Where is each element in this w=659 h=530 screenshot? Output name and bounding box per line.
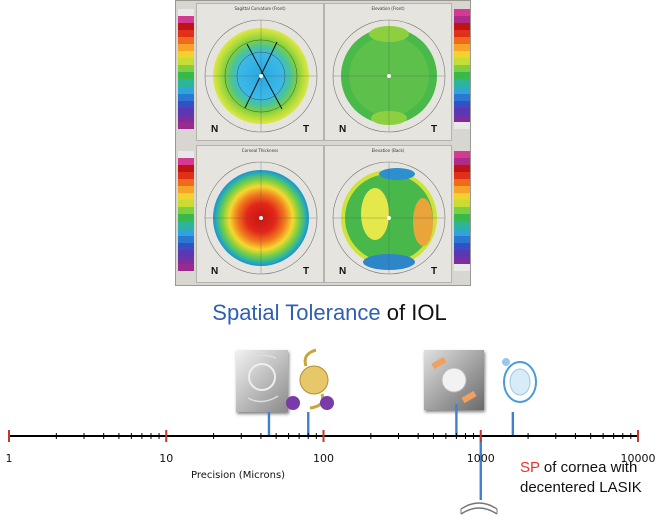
map-panel-sagittal: Sagittal Curvature (Front)	[196, 3, 324, 141]
tick-label: 100	[313, 452, 334, 465]
temporal-label: T	[431, 266, 438, 277]
color-scale-right-top	[454, 9, 470, 129]
map-panel-elevation-front: Elevation (Front) N T	[324, 3, 452, 141]
axis-title: Precision (Microns)	[191, 470, 286, 481]
color-scale-right-bottom	[454, 151, 470, 271]
map-panel-elevation-back: Elevation (Back) N T	[324, 145, 452, 283]
thickness-map-graphic	[204, 161, 318, 275]
temporal-label: T	[431, 124, 438, 135]
purple-badge-icon	[286, 396, 300, 410]
map-title: Elevation (Front)	[371, 6, 405, 11]
tick-label: 10	[159, 452, 174, 465]
topography-composite: Sagittal Curvature (Front)	[175, 0, 471, 286]
monofocal-iol-image	[236, 350, 288, 412]
angled-iol-image	[424, 350, 484, 410]
tick-label: 10000	[620, 452, 656, 465]
sp-note: SP of cornea with decentered LASIK	[520, 458, 642, 498]
color-scale-left-top	[178, 9, 194, 129]
elevation-front-map-graphic	[332, 19, 446, 133]
sagittal-map-graphic	[204, 19, 318, 133]
map-title: Elevation (Back)	[371, 148, 405, 153]
nasal-label: N	[339, 266, 347, 277]
sp-label: SP	[520, 459, 540, 476]
tick-label: 1	[5, 452, 13, 465]
nasal-label: N	[339, 124, 347, 135]
title-rest: of IOL	[386, 300, 447, 325]
sp-line1: of cornea with	[543, 459, 638, 476]
map-panel-thickness: Corneal Thickness N T	[196, 145, 324, 283]
slide-title: Spatial Tolerance of IOL	[0, 300, 659, 326]
ring-iol-image	[498, 348, 544, 412]
ring-iol-icon	[502, 358, 537, 403]
color-scale-left-bottom	[178, 151, 194, 271]
temporal-label: T	[303, 124, 310, 135]
title-highlight: Spatial Tolerance	[212, 300, 381, 325]
temporal-label: T	[303, 266, 310, 277]
nasal-label: N	[211, 266, 219, 277]
nasal-label: N	[211, 124, 219, 135]
map-title: Corneal Thickness	[241, 148, 279, 153]
purple-badge-icon	[320, 396, 334, 410]
map-title: Sagittal Curvature (Front)	[234, 6, 286, 11]
elevation-back-map-graphic	[332, 161, 446, 275]
tick-label: 1000	[466, 452, 495, 465]
monofocal-iol-icon	[245, 354, 279, 403]
angled-iol-icon	[431, 356, 477, 404]
sp-line2: decentered LASIK	[520, 479, 642, 496]
cornea-lens-icon	[457, 496, 501, 523]
